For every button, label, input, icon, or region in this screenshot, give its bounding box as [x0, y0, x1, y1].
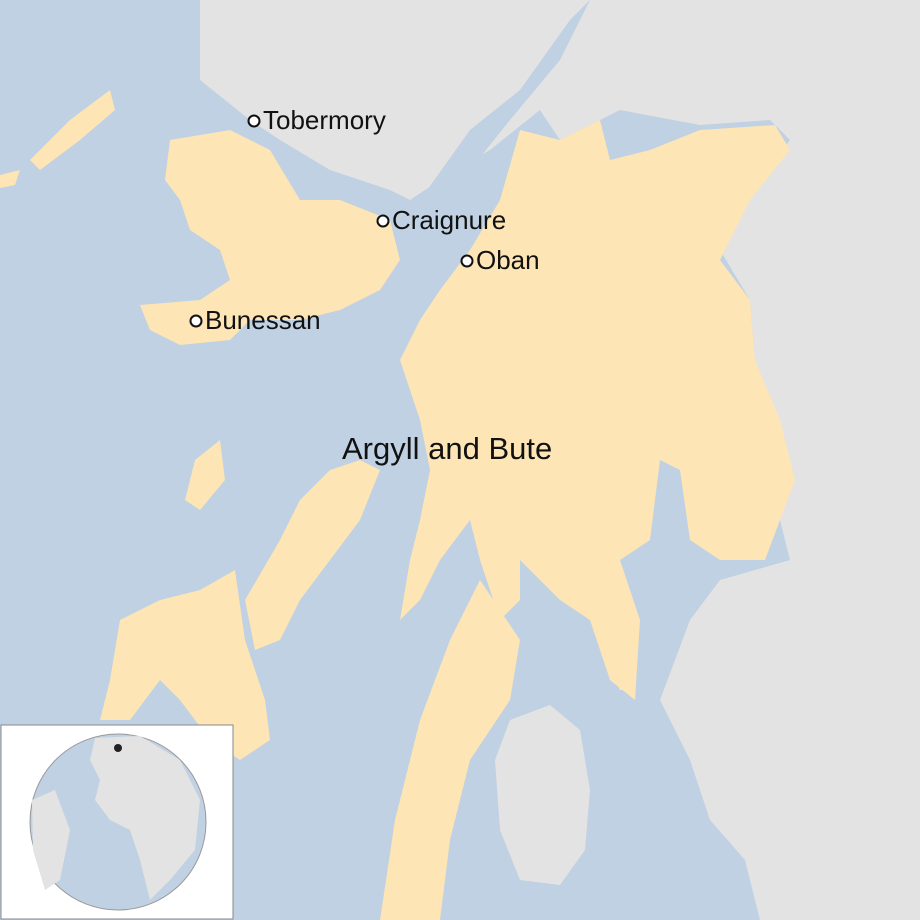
- place-label: Tobermory: [263, 105, 386, 135]
- place-label: Craignure: [392, 205, 506, 235]
- place-marker: [376, 214, 390, 228]
- coll: [30, 90, 115, 170]
- argyll-mainland: [400, 120, 795, 700]
- place-marker: [189, 314, 203, 328]
- place-marker: [460, 254, 474, 268]
- place-label: Oban: [476, 245, 540, 275]
- place-label: Bunessan: [205, 305, 321, 335]
- tiree: [0, 170, 20, 188]
- region-label: Argyll and Bute: [342, 431, 552, 466]
- loch: [420, 0, 590, 200]
- mainland: [200, 0, 920, 920]
- arran: [495, 705, 590, 885]
- jura: [245, 460, 380, 650]
- kintyre: [380, 580, 520, 920]
- colonsay: [185, 440, 225, 510]
- bute: [600, 600, 635, 690]
- place-marker: [247, 114, 261, 128]
- mull: [140, 130, 400, 345]
- islay: [100, 570, 270, 760]
- locator-inset: [0, 724, 234, 920]
